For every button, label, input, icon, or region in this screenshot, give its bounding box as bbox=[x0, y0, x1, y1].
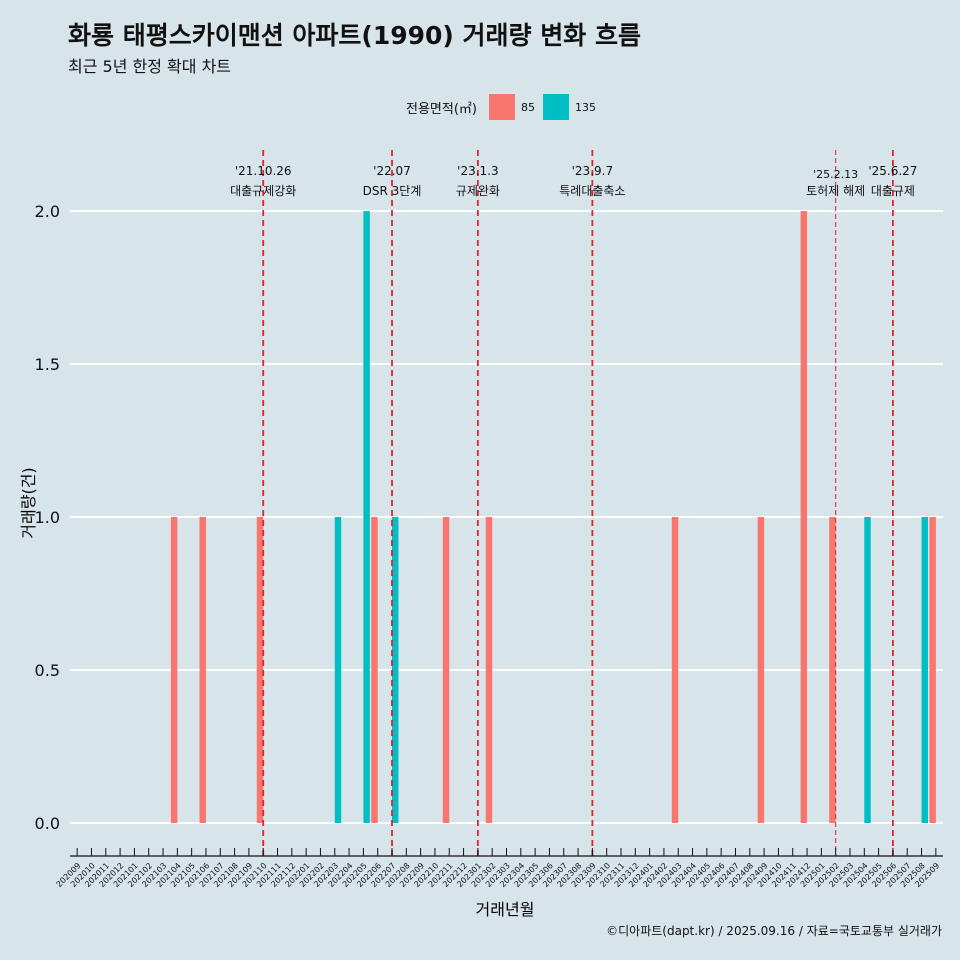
bar-85-202110 bbox=[256, 517, 264, 823]
annotation-label: 대출규제강화 bbox=[230, 184, 296, 198]
source-caption: ©디아파트(dapt.kr) / 2025.09.16 / 자료=국토교통부 실… bbox=[606, 924, 942, 938]
bar-85-202211 bbox=[442, 517, 450, 823]
annotation-date: '25.6.27 bbox=[868, 164, 917, 178]
annotation-label: 토허제 해제 bbox=[806, 184, 865, 198]
y-tick-label: 2.0 bbox=[35, 202, 60, 221]
y-axis-label: 거래량(건) bbox=[19, 467, 38, 538]
bar-85-202409 bbox=[757, 517, 765, 823]
annotation-date: '23.9.7 bbox=[572, 164, 613, 178]
bar-85-202403 bbox=[671, 517, 679, 823]
y-tick-labels: 0.0 0.5 1.0 1.5 2.0 bbox=[35, 202, 60, 833]
bar-135-202504 bbox=[864, 517, 871, 823]
annotation-label: 대출규제 bbox=[871, 184, 915, 198]
annotation-label: 규제완화 bbox=[456, 184, 500, 198]
annotation-label: 특례대출축소 bbox=[559, 184, 625, 198]
grid-lines bbox=[70, 210, 943, 824]
chart-title: 화룡 태평스카이맨션 아파트(1990) 거래량 변화 흐름 bbox=[68, 21, 641, 50]
bar-135-202203 bbox=[334, 517, 342, 823]
legend-swatch-85 bbox=[488, 94, 515, 120]
y-tick-label: 0.5 bbox=[35, 661, 60, 680]
annotation-date: '23.1.3 bbox=[457, 164, 498, 178]
y-tick-label: 1.0 bbox=[35, 508, 60, 527]
legend: 전용면적(㎡) 85 135 bbox=[406, 94, 604, 120]
legend-label-135: 135 bbox=[574, 100, 596, 114]
annotation-date: '25.2.13 bbox=[813, 168, 858, 181]
annotation-label: DSR 3단계 bbox=[363, 184, 422, 198]
bar-85-202206 bbox=[371, 517, 378, 823]
annotation-date: '22.07 bbox=[373, 164, 411, 178]
bar-85-202302 bbox=[485, 517, 493, 823]
x-axis-label: 거래년월 bbox=[476, 900, 535, 919]
bar-85-202104 bbox=[170, 517, 178, 823]
bar-85-202509 bbox=[929, 517, 936, 823]
event-annotations: '21.10.26 대출규제강화 '22.07 DSR 3단계 '23.1.3 규제완화 '… bbox=[230, 150, 917, 856]
legend-swatch-135 bbox=[542, 94, 569, 120]
y-tick-label: 1.5 bbox=[35, 355, 60, 374]
annotation-date: '21.10.26 bbox=[235, 164, 292, 178]
bar-85-202106 bbox=[199, 517, 206, 823]
y-tick-label: 0.0 bbox=[35, 814, 60, 833]
bars bbox=[170, 211, 936, 823]
bar-135-202508 bbox=[921, 517, 928, 823]
x-axis: 2020092020102020112020122021012021022021… bbox=[55, 848, 943, 889]
bar-135-202207 bbox=[392, 517, 399, 823]
legend-item-85: 85 bbox=[488, 94, 535, 120]
legend-item-135: 135 bbox=[542, 94, 596, 120]
legend-title: 전용면적(㎡) bbox=[406, 101, 477, 117]
bar-135-202205 bbox=[363, 211, 370, 823]
legend-label-85: 85 bbox=[520, 100, 535, 114]
bar-85-202502 bbox=[829, 517, 836, 823]
chart-subtitle: 최근 5년 한정 확대 차트 bbox=[68, 57, 232, 76]
bar-85-202412 bbox=[800, 211, 808, 823]
